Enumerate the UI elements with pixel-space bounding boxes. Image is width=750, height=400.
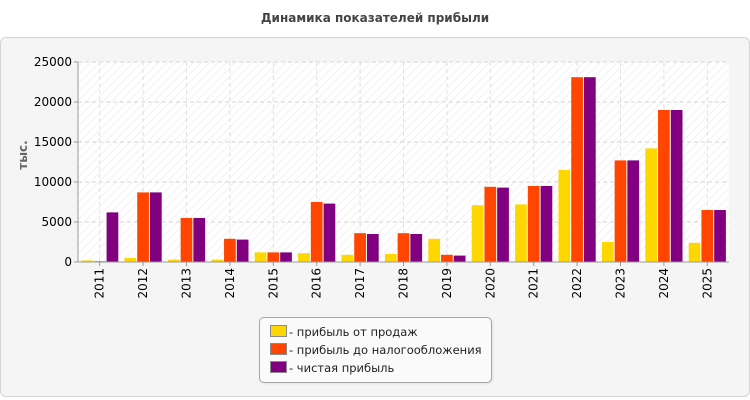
legend-item-net-profit[interactable]: - чистая прибыль <box>270 361 394 377</box>
chart-title: Динамика показателей прибыли <box>260 11 490 25</box>
bar <box>484 186 497 262</box>
bar <box>211 259 224 262</box>
x-tick-label: 2014 <box>223 268 237 299</box>
bar <box>310 202 323 262</box>
legend-swatch-net-profit <box>270 361 287 373</box>
bar <box>453 255 466 262</box>
legend-item-pretax-profit[interactable]: - прибыль до налогообложения <box>270 343 482 359</box>
bar <box>701 210 714 262</box>
x-tick-label: 2019 <box>440 268 454 299</box>
bar <box>515 204 527 262</box>
bar <box>441 254 453 262</box>
bar <box>254 252 267 262</box>
x-tick-label: 2018 <box>397 268 411 299</box>
x-tick-label: 2017 <box>353 268 367 299</box>
x-tick-label: 2011 <box>93 268 107 299</box>
bar <box>714 210 726 262</box>
x-tick-label: 2020 <box>483 268 497 299</box>
bar <box>236 239 249 262</box>
legend-swatch-sales-profit <box>270 325 287 337</box>
x-tick-label: 2022 <box>570 268 584 299</box>
bar <box>267 252 280 262</box>
bar <box>124 258 137 262</box>
bar <box>180 218 193 262</box>
bar <box>366 234 379 262</box>
bar <box>384 254 397 262</box>
legend-label-net-profit: - чистая прибыль <box>289 361 395 375</box>
bar <box>280 252 292 262</box>
x-tick-label: 2025 <box>700 268 714 299</box>
bar <box>497 187 509 262</box>
bar <box>298 253 310 262</box>
bar <box>540 186 553 262</box>
bar <box>137 192 149 262</box>
x-tick-label: 2013 <box>180 268 194 299</box>
y-tick-label: 10000 <box>34 175 72 189</box>
legend-item-sales-profit[interactable]: - прибыль от продаж <box>270 325 418 341</box>
bar <box>658 110 670 262</box>
legend-swatch-pretax-profit <box>270 343 287 355</box>
bar <box>571 77 583 262</box>
bar <box>193 218 206 262</box>
y-tick-label: 0 <box>64 255 72 269</box>
legend-label-sales-profit: - прибыль от продаж <box>289 325 418 339</box>
x-tick-label: 2016 <box>310 268 324 299</box>
bar <box>81 260 93 262</box>
bar <box>167 259 180 262</box>
bar <box>688 242 701 262</box>
bar <box>527 186 540 262</box>
x-tick-label: 2012 <box>136 268 150 299</box>
x-tick-label: 2021 <box>527 268 541 299</box>
bar <box>645 148 658 262</box>
bar <box>354 233 366 262</box>
legend: - прибыль от продаж - прибыль до налогоо… <box>259 317 492 383</box>
x-tick-label: 2015 <box>266 268 280 299</box>
y-tick-label: 25000 <box>34 55 72 69</box>
bar <box>670 110 683 262</box>
bar <box>601 242 614 262</box>
y-tick-label: 5000 <box>41 215 72 229</box>
y-tick-label: 15000 <box>34 135 72 149</box>
legend-label-pretax-profit: - прибыль до налогообложения <box>289 343 482 357</box>
bar <box>323 203 336 262</box>
bar <box>614 160 627 262</box>
bar <box>627 160 640 262</box>
bar <box>397 233 410 262</box>
bar <box>583 77 596 262</box>
x-tick-label: 2023 <box>614 268 628 299</box>
x-tick-label: 2024 <box>657 268 671 299</box>
y-tick-label: 20000 <box>34 95 72 109</box>
bar <box>471 205 484 262</box>
bar <box>149 192 162 262</box>
bar <box>341 254 354 262</box>
bar <box>106 212 119 262</box>
bar <box>410 234 423 262</box>
bar <box>428 238 441 262</box>
bar <box>224 238 236 262</box>
bar <box>558 170 571 262</box>
